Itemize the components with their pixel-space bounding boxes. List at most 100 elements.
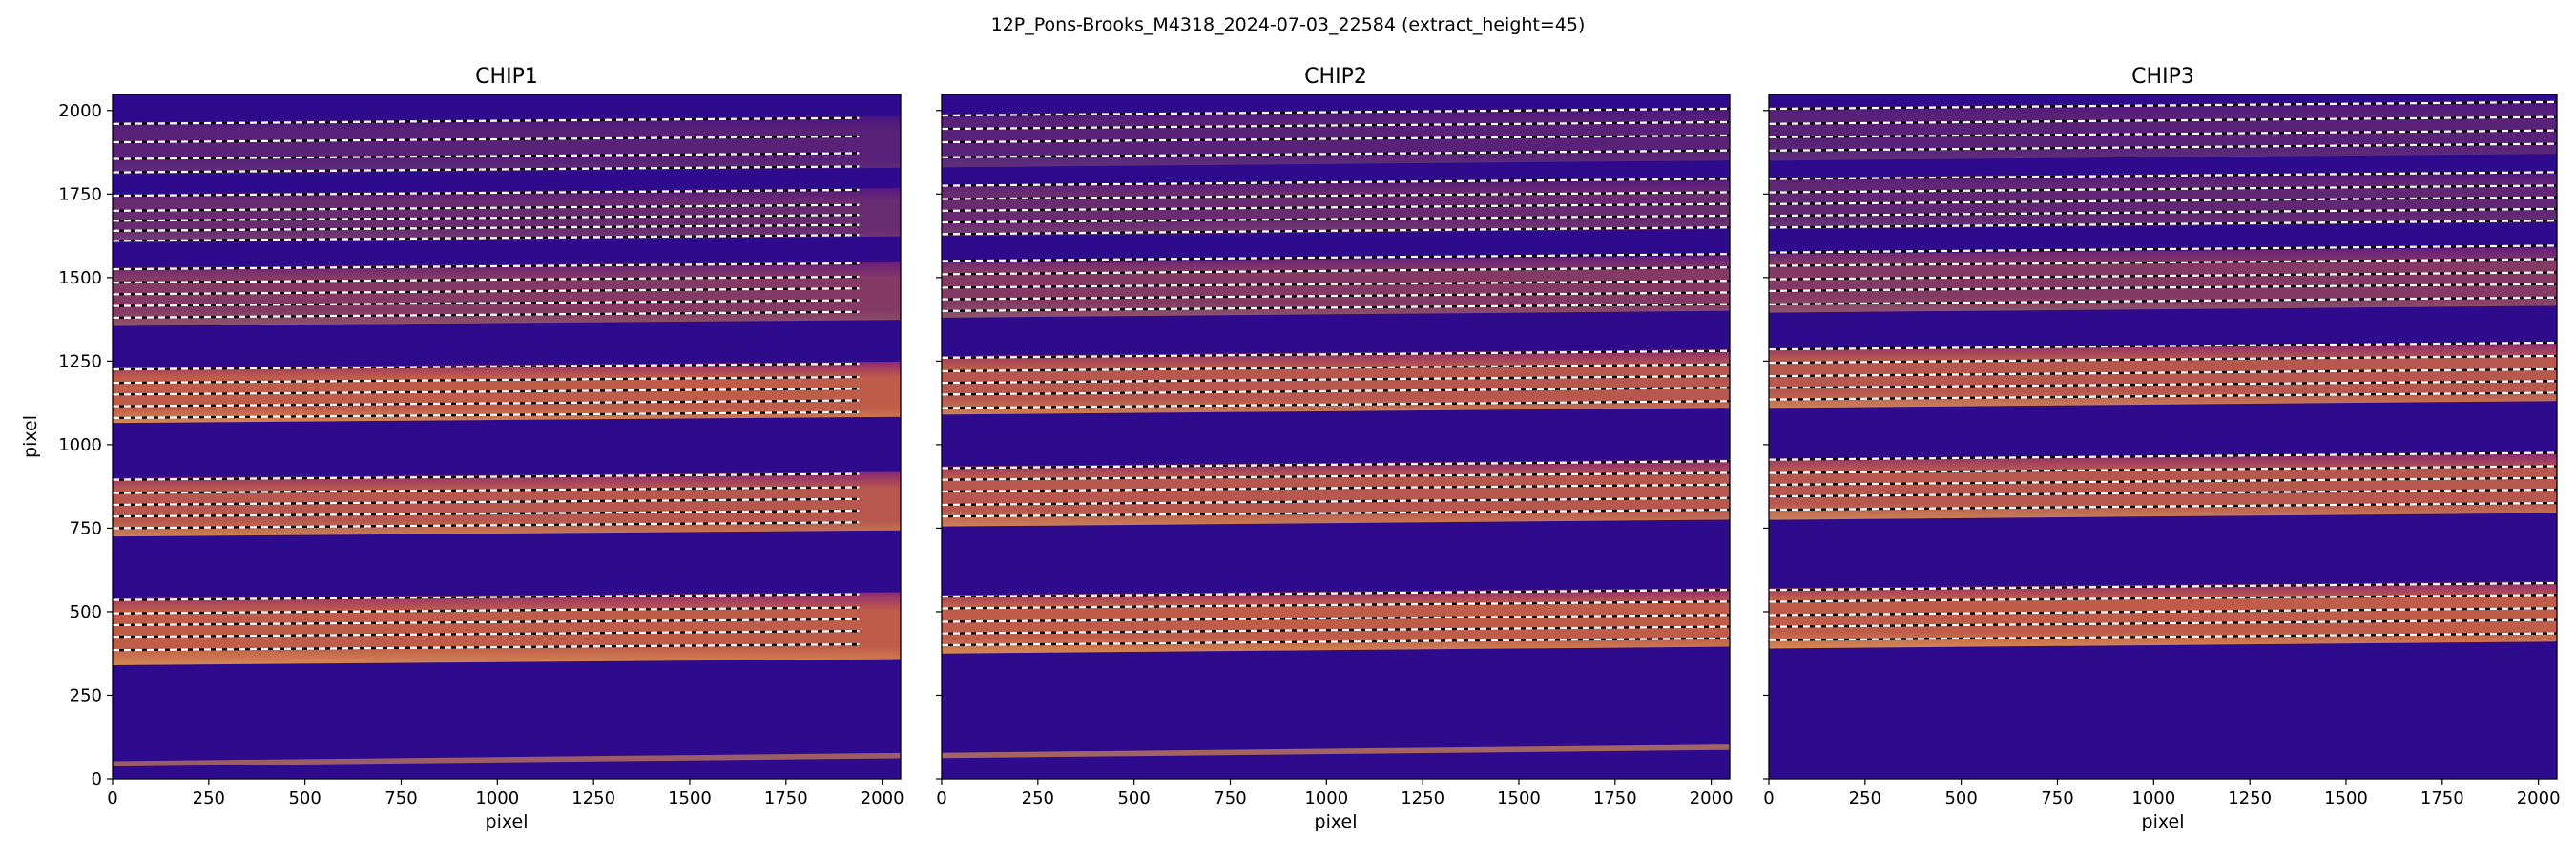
extraction-line — [1769, 129, 2557, 138]
extraction-line — [942, 191, 1730, 200]
extraction-line — [1769, 618, 2557, 628]
extraction-line — [942, 349, 1730, 359]
y-tick-label: 0 — [92, 769, 102, 789]
x-tick-label: 250 — [193, 788, 225, 808]
extraction-line — [942, 614, 1730, 623]
extraction-line — [942, 214, 1730, 224]
y-axis-label: pixel — [20, 415, 41, 458]
x-tick-label: 2000 — [1690, 788, 1734, 808]
extraction-line — [1769, 354, 2557, 365]
x-tick-label: 1750 — [764, 788, 808, 808]
extraction-line — [1769, 451, 2557, 461]
axes-frame — [1768, 94, 2558, 780]
panel-title: CHIP1 — [475, 65, 538, 89]
extraction-line — [113, 165, 860, 174]
panel-1: 0 250 500 750 1000 1250 1500 1750 2000 0 250 500 750… — [20, 65, 904, 832]
order-band — [113, 115, 901, 175]
extraction-line — [113, 486, 860, 494]
x-tick-label: 1500 — [2324, 788, 2368, 808]
panels: 0 250 500 750 1000 1250 1500 1750 2000 0 250 500 750… — [20, 65, 2561, 832]
x-tick-label: 250 — [1849, 788, 1881, 808]
extraction-line — [942, 107, 1730, 117]
extraction-line — [113, 410, 860, 419]
extraction-line — [113, 629, 860, 639]
extraction-line — [942, 253, 1730, 262]
extraction-line — [1769, 115, 2557, 125]
extraction-line — [113, 262, 860, 271]
x-axis-label: pixel — [486, 811, 529, 832]
extraction-line — [1769, 476, 2557, 487]
extraction-line — [942, 374, 1730, 385]
extraction-line — [942, 400, 1730, 409]
order-band — [942, 459, 1730, 527]
x-axis-label: pixel — [2142, 811, 2185, 832]
order-band — [1769, 342, 2557, 409]
x-tick-label: 1000 — [2131, 788, 2175, 808]
extraction-line — [942, 496, 1730, 507]
extraction-line — [942, 120, 1730, 131]
panel-2: 0 250 500 750 1000 1250 1500 1750 2000 CHIP2 pixel — [936, 65, 1734, 832]
x-tick-label: 750 — [2041, 788, 2073, 808]
extraction-line — [1769, 184, 2557, 194]
x-tick-label: 1750 — [1593, 788, 1637, 808]
extraction-line — [942, 363, 1730, 372]
order-band — [113, 592, 901, 665]
extraction-line — [113, 287, 860, 296]
extraction-line — [942, 226, 1730, 236]
x-tick-label: 1250 — [571, 788, 615, 808]
panel-title: CHIP2 — [1304, 65, 1367, 89]
y-tick-label: 1500 — [58, 268, 102, 288]
x-tick-label: 500 — [1117, 788, 1150, 808]
extraction-line — [113, 152, 860, 160]
extraction-line — [1769, 283, 2557, 292]
extraction-line — [942, 280, 1730, 289]
extraction-line — [113, 642, 860, 652]
extraction-line — [113, 223, 860, 232]
extraction-line — [113, 299, 860, 307]
detector-image — [1769, 94, 2557, 779]
extraction-line — [942, 483, 1730, 493]
bottom-strip — [942, 744, 1730, 759]
x-tick-label: 1500 — [1497, 788, 1541, 808]
extraction-line — [113, 399, 860, 408]
detector-image — [942, 94, 1730, 779]
extraction-line — [942, 588, 1730, 598]
x-tick-label: 500 — [1944, 788, 1977, 808]
extraction-line — [1769, 171, 2557, 180]
extraction-line — [942, 387, 1730, 396]
extraction-line — [113, 618, 860, 627]
extraction-line — [942, 178, 1730, 187]
x-tick-label: 2000 — [2517, 788, 2561, 808]
y-tick-label: 1250 — [58, 351, 102, 371]
extraction-line — [113, 521, 860, 530]
x-tick-label: 1000 — [1304, 788, 1348, 808]
extraction-line — [942, 202, 1730, 212]
extraction-line — [1769, 632, 2557, 641]
extraction-line — [113, 310, 860, 319]
extraction-line — [1769, 465, 2557, 474]
extraction-line — [1769, 296, 2557, 305]
extraction-line — [1769, 581, 2557, 592]
extraction-line — [1769, 271, 2557, 281]
order-band — [1769, 581, 2557, 649]
bottom-strip — [113, 752, 901, 767]
y-tick-label: 1000 — [58, 435, 102, 455]
x-tick-label: 2000 — [861, 788, 904, 808]
extraction-line — [113, 362, 860, 371]
extraction-line — [113, 388, 860, 396]
x-tick-label: 1000 — [475, 788, 519, 808]
extraction-line — [942, 471, 1730, 481]
extraction-line — [942, 291, 1730, 301]
x-tick-label: 750 — [1214, 788, 1246, 808]
extraction-line — [1769, 501, 2557, 512]
extraction-line — [113, 593, 860, 601]
extraction-line — [113, 234, 860, 242]
extraction-line — [1769, 207, 2557, 218]
extraction-line — [1769, 258, 2557, 267]
extraction-line — [1769, 220, 2557, 229]
extraction-line — [1769, 607, 2557, 617]
extraction-line — [1769, 367, 2557, 378]
x-tick-label: 0 — [1763, 788, 1774, 808]
y-tick-label: 500 — [70, 602, 102, 622]
